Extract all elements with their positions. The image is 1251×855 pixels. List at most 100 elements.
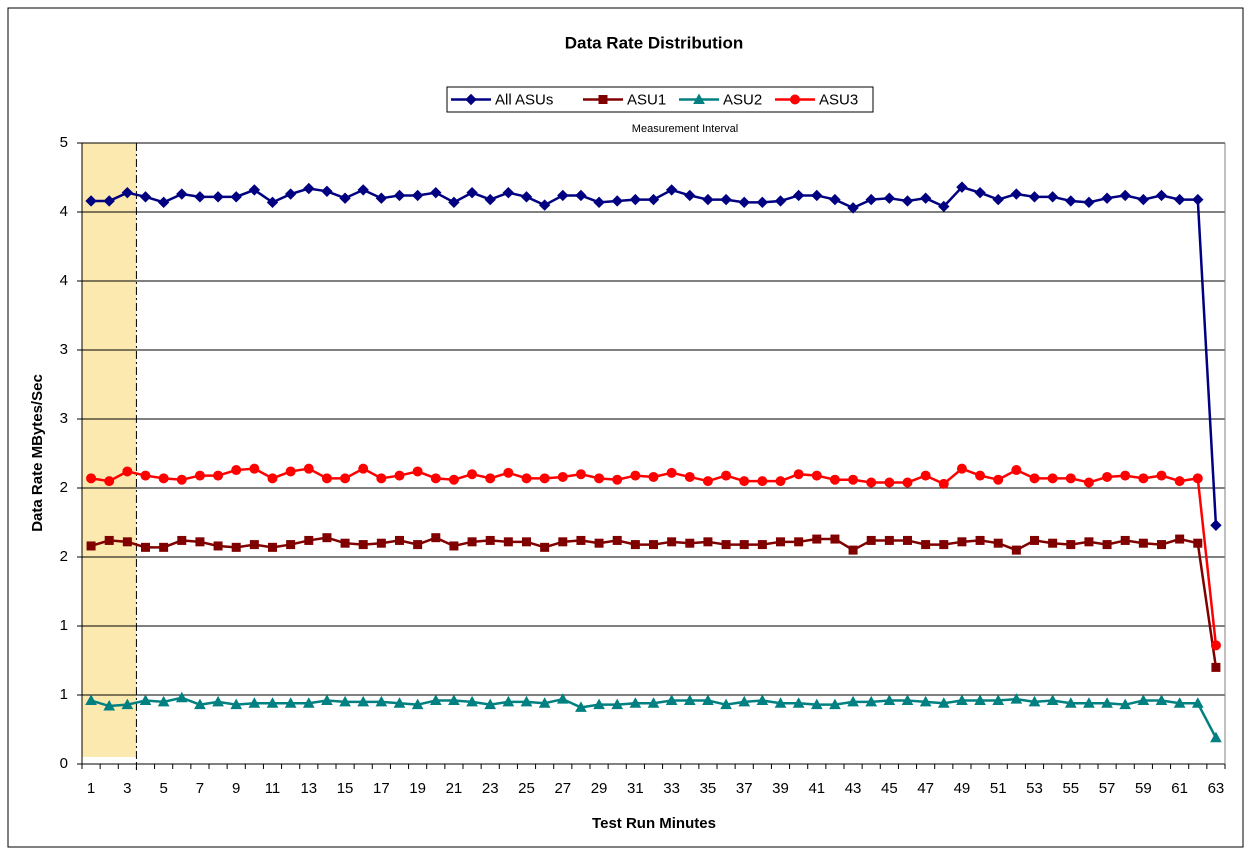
data-point: [612, 535, 622, 545]
data-point: [230, 698, 243, 710]
data-point: [285, 466, 296, 477]
data-point: [412, 466, 423, 477]
data-point: [593, 196, 605, 209]
x-tick-label: 33: [663, 780, 680, 797]
x-tick-label: 51: [990, 780, 1007, 797]
data-point: [230, 191, 242, 203]
data-point: [919, 695, 932, 707]
y-tick-label: 3: [60, 341, 68, 358]
data-point: [340, 473, 351, 484]
x-tick-label: 53: [1026, 780, 1043, 797]
y-tick-label: 3: [60, 410, 68, 427]
data-point: [702, 694, 714, 706]
data-point: [1175, 534, 1185, 544]
data-point: [792, 189, 805, 202]
data-point: [212, 191, 224, 203]
data-point: [738, 695, 751, 707]
data-point: [883, 192, 896, 204]
data-point: [538, 199, 551, 211]
data-point: [268, 542, 277, 552]
data-point: [739, 540, 749, 550]
data-point: [1157, 540, 1166, 550]
data-point: [1010, 693, 1023, 704]
data-point: [231, 465, 242, 476]
data-point: [1064, 697, 1077, 708]
data-point: [302, 697, 315, 708]
data-point: [558, 537, 568, 547]
x-tick-label: 7: [196, 780, 204, 797]
data-point: [484, 698, 497, 710]
data-point: [266, 196, 279, 209]
data-point: [684, 189, 696, 202]
data-point: [158, 473, 169, 484]
data-point: [139, 191, 152, 203]
data-point: [1047, 473, 1058, 484]
data-point: [794, 537, 804, 547]
data-point: [774, 697, 787, 708]
data-point: [213, 541, 223, 551]
data-point: [993, 474, 1004, 485]
y-tick-label: 5: [60, 134, 68, 151]
data-point: [1102, 471, 1113, 482]
data-point: [938, 200, 950, 213]
data-point: [1192, 473, 1203, 484]
y-axis-label: Data Rate MBytes/Sec: [29, 374, 46, 532]
data-point: [667, 537, 677, 547]
data-point: [303, 463, 314, 474]
data-point: [992, 193, 1004, 206]
data-point: [1028, 191, 1041, 203]
x-tick-label: 55: [1062, 780, 1079, 797]
y-tick-label: 1: [60, 686, 68, 703]
data-point: [177, 535, 187, 545]
data-point: [829, 193, 841, 206]
data-point: [357, 695, 370, 707]
data-point: [176, 474, 187, 485]
data-point: [739, 476, 750, 487]
data-point: [901, 195, 914, 207]
data-point: [1155, 694, 1168, 706]
data-point: [449, 541, 459, 551]
x-tick-label: 29: [591, 780, 608, 797]
data-point: [921, 540, 931, 550]
x-tick-label: 9: [232, 780, 240, 797]
data-point: [213, 470, 224, 481]
data-point: [411, 189, 424, 202]
data-point: [141, 542, 150, 552]
legend-label: ASU2: [723, 91, 762, 108]
data-point: [1192, 193, 1204, 206]
data-point: [175, 691, 188, 703]
data-point: [956, 694, 968, 706]
data-point: [502, 695, 515, 707]
data-point: [720, 698, 732, 710]
data-point: [575, 189, 587, 202]
data-point: [1211, 662, 1221, 672]
legend-marker: [693, 93, 705, 104]
data-point: [847, 202, 859, 214]
data-point: [1191, 697, 1204, 708]
data-point: [702, 193, 714, 206]
data-point: [812, 534, 822, 544]
data-point: [1138, 538, 1148, 548]
data-point: [776, 537, 785, 547]
data-point: [593, 698, 605, 710]
data-point: [322, 533, 332, 543]
x-tick-label: 25: [518, 780, 535, 797]
data-point: [756, 694, 769, 706]
data-point: [647, 193, 660, 206]
data-point: [86, 473, 97, 484]
data-point: [975, 535, 985, 545]
data-point: [139, 694, 152, 706]
data-point: [974, 186, 986, 199]
data-point: [865, 193, 877, 206]
data-point: [375, 695, 388, 707]
data-point: [393, 697, 406, 708]
annotation: Measurement Interval: [632, 123, 738, 135]
data-point: [395, 535, 404, 545]
data-point: [321, 473, 332, 484]
data-point: [467, 537, 477, 547]
data-point: [720, 193, 732, 206]
legend-label: All ASUs: [495, 91, 553, 108]
y-tick-label: 4: [60, 203, 68, 220]
data-point: [612, 474, 623, 485]
